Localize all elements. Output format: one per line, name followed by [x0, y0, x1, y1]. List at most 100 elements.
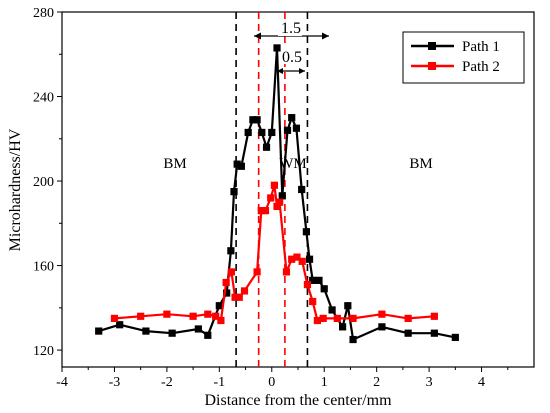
x-tick-label: 4	[478, 375, 485, 390]
y-tick-label: 240	[33, 91, 54, 106]
dimension-inner-arrow-right	[299, 68, 305, 74]
data-point-path-2	[222, 278, 230, 287]
y-tick-label: 200	[33, 175, 54, 190]
data-point-path-1	[451, 333, 459, 342]
dimension-inner-label-bg	[281, 48, 303, 64]
data-point-path-1	[95, 327, 103, 335]
data-point-path-2	[110, 314, 119, 322]
data-point-path-2	[267, 194, 275, 202]
data-point-path-1	[292, 124, 301, 132]
data-point-path-2	[349, 314, 357, 322]
data-point-path-1	[268, 128, 276, 137]
data-point-path-1	[344, 302, 352, 310]
data-point-path-1	[233, 160, 241, 168]
data-point-path-1	[278, 192, 286, 200]
data-point-path-2	[204, 310, 212, 318]
x-tick-label: 3	[426, 375, 433, 390]
data-point-path-2	[378, 310, 386, 318]
data-point-path-2	[276, 198, 284, 206]
data-point-path-2	[235, 293, 243, 301]
series-layer	[95, 44, 459, 344]
y-tick-label: 160	[33, 260, 54, 275]
data-point-path-1	[315, 276, 323, 284]
dimension-inner-arrow-left	[277, 68, 283, 74]
region-label-left: BM	[163, 156, 186, 172]
data-point-path-2	[189, 312, 197, 320]
data-point-path-2	[303, 280, 312, 289]
region-label-center: WM	[279, 156, 307, 172]
legend-item-path-2: Path 2	[411, 59, 500, 75]
series-line-path-1	[98, 46, 456, 341]
data-point-path-1	[253, 116, 261, 124]
data-point-path-1	[262, 143, 271, 151]
series-path-1	[95, 44, 459, 344]
data-point-path-1	[204, 331, 212, 339]
x-tick-label: -1	[213, 375, 225, 390]
x-tick-label: -3	[109, 375, 121, 390]
data-point-path-1	[168, 329, 176, 337]
dimension-inner-label: 0.5	[282, 49, 302, 66]
data-point-path-2	[212, 312, 220, 320]
data-point-path-2	[240, 287, 249, 295]
data-point-path-1	[309, 276, 317, 284]
data-point-path-1	[305, 255, 314, 263]
data-point-path-2	[227, 268, 235, 276]
data-point-path-1	[288, 114, 296, 122]
axis-layer: -4 -3 -2 -1 0 1 2 3 4 120 160 200 240 280	[33, 6, 509, 390]
data-point-path-1	[258, 128, 266, 137]
data-point-path-1	[116, 321, 124, 329]
data-point-path-1	[404, 329, 412, 337]
data-point-path-1	[194, 325, 202, 333]
data-point-path-2	[333, 314, 341, 322]
data-point-path-2	[313, 316, 322, 325]
data-point-path-2	[231, 293, 239, 301]
legend-box	[402, 31, 525, 84]
data-point-path-1	[273, 44, 281, 52]
legend-item-path-1: Path 1	[411, 39, 500, 55]
region-label-right: BM	[409, 156, 432, 172]
legend-label-path-1: Path 1	[462, 39, 500, 55]
data-point-path-2	[257, 207, 265, 215]
data-point-path-1	[378, 323, 386, 331]
dimension-outer-arrow-right	[322, 32, 329, 40]
data-point-path-2	[288, 255, 296, 263]
data-point-path-1	[298, 185, 306, 194]
data-point-path-1	[349, 335, 357, 344]
data-point-path-2	[404, 314, 412, 322]
data-point-path-1	[320, 285, 328, 293]
data-point-path-1	[338, 323, 347, 331]
data-point-path-2	[261, 207, 270, 215]
data-point-path-2	[163, 310, 171, 318]
data-point-path-2	[217, 316, 225, 325]
legend-label-path-2: Path 2	[462, 59, 500, 75]
y-axis-title: Microhardness/HV	[7, 128, 24, 251]
legend-marker-path-1	[428, 42, 436, 50]
legend: Path 1 Path 2	[402, 31, 525, 84]
legend-marker-path-2	[428, 62, 436, 70]
data-point-path-1	[142, 327, 150, 335]
data-point-path-1	[430, 329, 438, 337]
data-point-path-2	[253, 268, 261, 276]
data-point-path-2	[430, 312, 438, 320]
x-tick-label: 0	[268, 375, 275, 390]
x-tick-label: -4	[56, 375, 68, 390]
data-point-path-1	[328, 306, 336, 314]
data-point-path-2	[273, 202, 281, 211]
dimension-outer-label-bg	[278, 20, 302, 36]
x-tick-label: 2	[373, 375, 380, 390]
x-tick-label: -2	[161, 375, 173, 390]
data-point-path-1	[283, 126, 292, 134]
data-point-path-1	[237, 162, 245, 170]
data-point-path-2	[298, 257, 306, 265]
data-point-path-1	[230, 188, 238, 196]
data-point-path-2	[309, 297, 317, 306]
data-point-path-2	[270, 181, 278, 189]
data-point-path-1	[302, 228, 310, 236]
x-axis-title: Distance from the center/mm	[204, 392, 392, 409]
data-point-path-1	[244, 128, 252, 137]
data-point-path-1	[215, 302, 223, 310]
data-point-path-1	[223, 289, 231, 297]
data-point-path-1	[227, 247, 235, 255]
dimension-outer-label: 1.5	[281, 20, 301, 37]
